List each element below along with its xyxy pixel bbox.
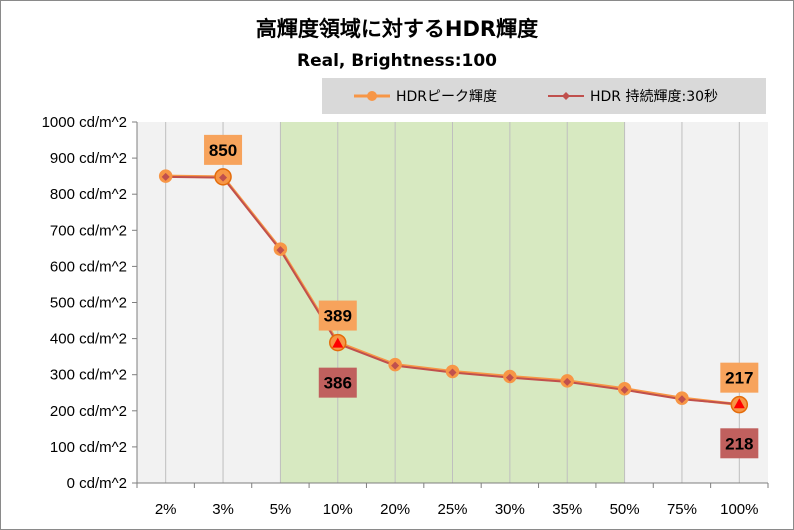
x-tick-label: 30%: [495, 501, 525, 518]
series-point-hdr-sustained: [219, 173, 228, 182]
series-point-hdr-sustained: [505, 373, 514, 382]
series-point-hdr-sustained: [391, 361, 400, 370]
y-tick-label: 200 cd/m^2: [50, 403, 127, 420]
x-tick-label: 3%: [212, 501, 234, 518]
series-point-hdr-sustained: [161, 172, 170, 181]
y-tick-label: 300 cd/m^2: [50, 367, 127, 384]
plot-area: 0 cd/m^2 100 cd/m^2 200 cd/m^2 300 cd/m^2 40…: [42, 114, 769, 518]
y-tick-label: 1000 cd/m^2: [42, 114, 127, 131]
series-point-hdr-sustained: [448, 368, 457, 377]
data-label-hdr-sustained: 386: [324, 374, 352, 393]
x-tick-label: 35%: [552, 501, 582, 518]
y-tick-label: 600 cd/m^2: [50, 258, 127, 275]
x-tick-label: 20%: [380, 501, 410, 518]
data-label-hdr-peak-bg: [720, 362, 759, 393]
x-tick-label: 50%: [610, 501, 640, 518]
chart-subtitle: Real, Brightness:100: [297, 51, 497, 71]
y-tick-label: 700 cd/m^2: [50, 222, 127, 239]
data-label-hdr-sustained-bg: [720, 428, 759, 459]
legend-marker-hdr-peak: [367, 91, 377, 101]
series-point-hdr-sustained: [677, 395, 686, 404]
legend: HDRピーク輝度 HDR 持続輝度:30秒: [322, 78, 766, 114]
data-label-hdr-peak-bg: [204, 134, 243, 165]
x-tick-label: 2%: [155, 501, 177, 518]
y-tick-label: 500 cd/m^2: [50, 295, 127, 312]
data-label-hdr-peak: 217: [725, 369, 753, 388]
data-label-hdr-peak: 389: [324, 307, 352, 326]
series-point-hdr-sustained: [620, 385, 629, 394]
series-point-hdr-sustained: [332, 337, 344, 348]
legend-label-hdr-peak: HDRピーク輝度: [396, 89, 497, 105]
series-point-hdr-sustained: [733, 398, 745, 409]
series-point-hdr-sustained: [563, 377, 572, 386]
data-label-hdr-peak: 850: [209, 141, 237, 160]
x-tick-label: 5%: [270, 501, 292, 518]
legend-marker-hdr-sustained: [562, 92, 570, 100]
y-tick-label: 800 cd/m^2: [50, 186, 127, 203]
series-point-hdr-sustained: [276, 246, 285, 255]
y-tick-label: 100 cd/m^2: [50, 439, 127, 456]
x-tick-label: 25%: [437, 501, 467, 518]
legend-label-hdr-sustained: HDR 持続輝度:30秒: [590, 88, 718, 105]
x-tick-label: 100%: [720, 501, 758, 518]
legend-background: [322, 78, 766, 114]
data-label-hdr-sustained: 218: [725, 434, 753, 453]
y-tick-label: 900 cd/m^2: [50, 150, 127, 167]
y-tick-label: 400 cd/m^2: [50, 331, 127, 348]
x-tick-label: 10%: [323, 501, 353, 518]
data-label-hdr-sustained-bg: [318, 367, 357, 398]
data-label-hdr-peak-bg: [318, 300, 357, 331]
y-tick-label: 0 cd/m^2: [67, 475, 127, 492]
chart-title: 高輝度領域に対するHDR輝度: [256, 17, 538, 41]
x-tick-label: 75%: [667, 501, 697, 518]
